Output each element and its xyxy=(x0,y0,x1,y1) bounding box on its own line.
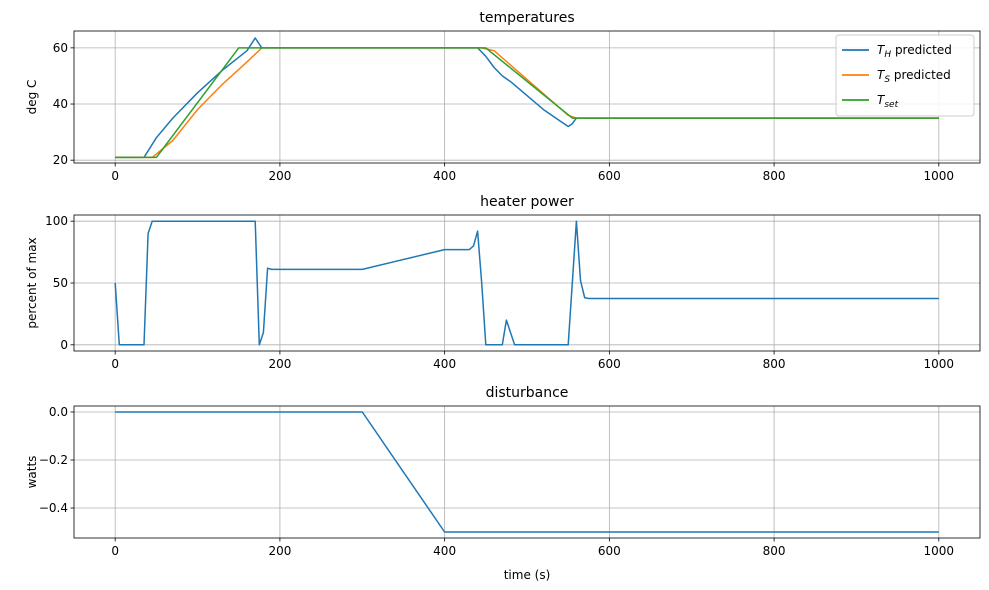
x-tick-label: 600 xyxy=(598,544,621,558)
x-tick-label: 200 xyxy=(268,544,291,558)
legend-box xyxy=(835,34,975,117)
x-tick-label: 800 xyxy=(763,544,786,558)
chart-title: disturbance xyxy=(486,385,569,401)
x-tick-label: 1000 xyxy=(924,544,955,558)
y-tick-label: 40 xyxy=(53,97,68,111)
y-tick-label: 100 xyxy=(45,214,68,228)
x-tick-label: 400 xyxy=(433,357,456,371)
x-tick-label: 600 xyxy=(598,169,621,183)
y-tick-label: −0.4 xyxy=(39,501,68,515)
x-tick-label: 0 xyxy=(111,544,119,558)
subplot-0: 0 200 400 600 800 1000 20 40 60 temperatures deg C… xyxy=(25,10,981,183)
y-tick-label: −0.2 xyxy=(39,453,68,467)
x-tick-label: 1000 xyxy=(924,357,955,371)
y-tick-label: 20 xyxy=(53,153,68,167)
series-line-0 xyxy=(115,37,939,159)
x-tick-label: 800 xyxy=(763,357,786,371)
y-tick-label: 0 xyxy=(60,338,68,352)
legend-entry: TS predicted xyxy=(877,68,951,85)
axes-frame xyxy=(73,30,981,164)
y-tick-label: 50 xyxy=(53,276,68,290)
x-tick-label: 200 xyxy=(268,169,291,183)
y-axis-label: percent of max xyxy=(25,237,39,328)
x-tick-label: 0 xyxy=(111,357,119,371)
y-axis-label: watts xyxy=(25,456,39,489)
chart-title: temperatures xyxy=(479,10,574,26)
x-tick-label: 1000 xyxy=(924,169,955,183)
x-tick-label: 400 xyxy=(433,544,456,558)
x-tick-label: 200 xyxy=(268,357,291,371)
chart-title: heater power xyxy=(480,194,574,210)
series-line-0 xyxy=(115,411,939,533)
series-line-2 xyxy=(115,47,939,159)
x-axis-label: time (s) xyxy=(504,568,551,582)
x-tick-label: 800 xyxy=(763,169,786,183)
x-tick-label: 600 xyxy=(598,357,621,371)
series-line-1 xyxy=(115,47,939,159)
x-tick-label: 0 xyxy=(111,169,119,183)
legend: TH predicted TS predicted Tset xyxy=(835,34,975,117)
subplot-1: 0 200 400 600 800 1000 0 50 100 heater power perce… xyxy=(25,194,981,371)
series-line-0 xyxy=(114,220,939,346)
y-tick-label: 60 xyxy=(53,41,68,55)
legend-entry: TH predicted xyxy=(877,43,952,60)
subplot-2: 0 200 400 600 800 1000 0.0 −0.2 −0.4 disturbance w… xyxy=(25,385,981,582)
legend-entry: Tset xyxy=(877,93,899,110)
axes-frame xyxy=(73,405,981,539)
x-tick-label: 400 xyxy=(433,169,456,183)
y-axis-label: deg C xyxy=(25,80,39,115)
y-tick-label: 0.0 xyxy=(49,405,68,419)
